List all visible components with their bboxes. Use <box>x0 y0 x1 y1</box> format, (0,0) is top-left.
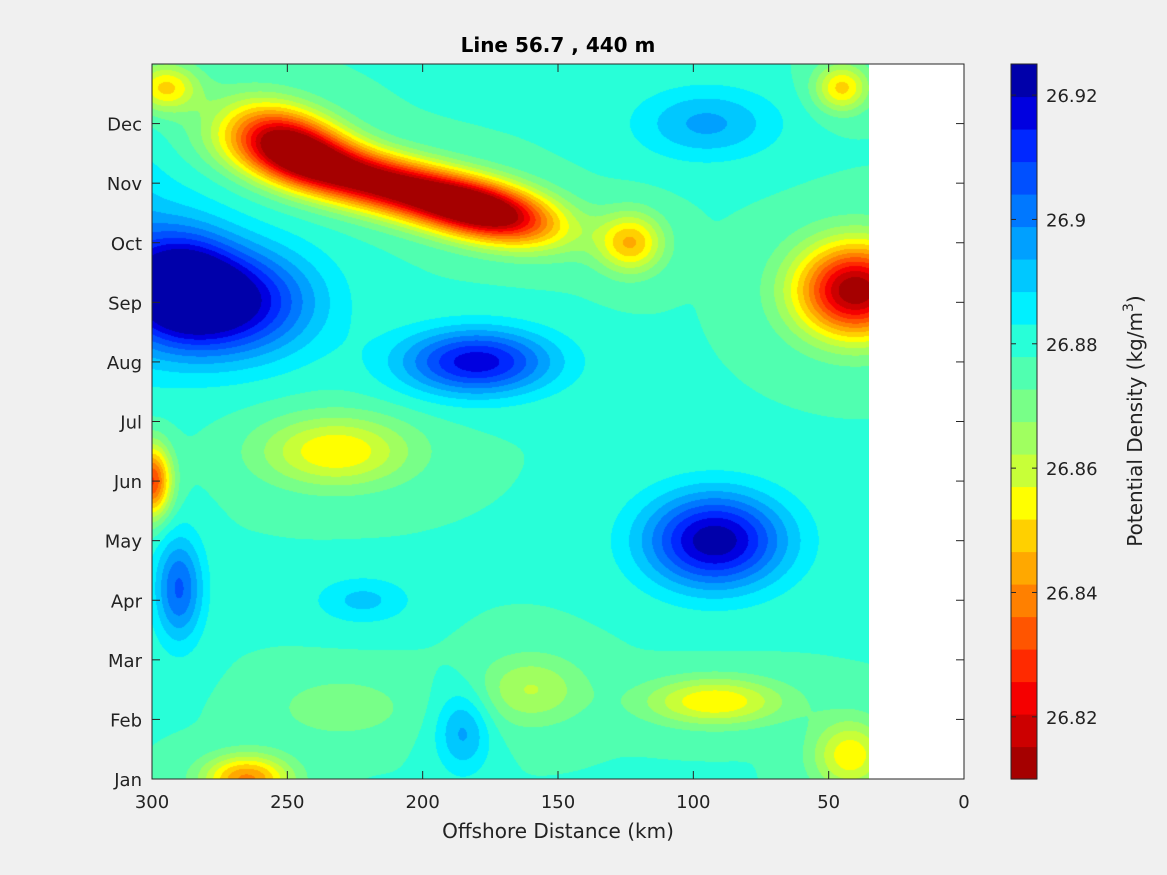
colorbar-band <box>1011 551 1037 585</box>
y-tick-label: Aug <box>107 353 142 374</box>
colorbar-bands <box>1011 64 1037 780</box>
x-tick-label: 300 <box>135 792 169 813</box>
colorbar-tick-label: 26.92 <box>1046 86 1098 107</box>
colorbar-band <box>1011 746 1037 780</box>
y-tick-label: Oct <box>111 234 142 255</box>
colorbar-box <box>1010 63 1038 780</box>
colorbar-band <box>1011 389 1037 423</box>
colorbar-band <box>1011 129 1037 163</box>
y-tick-label: Apr <box>111 591 143 612</box>
colorbar-band <box>1011 421 1037 455</box>
y-tick-label: Jul <box>119 413 142 434</box>
y-tick-label: Nov <box>107 174 142 195</box>
colorbar-band <box>1011 356 1037 390</box>
colorbar-band <box>1011 649 1037 683</box>
y-tick-label: Feb <box>110 710 142 731</box>
y-tick-label: Jun <box>113 472 142 493</box>
x-tick-label: 200 <box>405 792 439 813</box>
colorbar-tick-label: 26.88 <box>1046 335 1098 356</box>
y-tick-label: Sep <box>108 293 142 314</box>
x-tick-label: 50 <box>817 792 840 813</box>
colorbar-band <box>1011 259 1037 293</box>
colorbar-band <box>1011 226 1037 260</box>
colorbar-band <box>1011 714 1037 748</box>
colorbar-band <box>1011 194 1037 228</box>
colorbar-band <box>1011 324 1037 358</box>
colorbar-band <box>1011 64 1037 98</box>
colorbar-band <box>1011 616 1037 650</box>
plot-area <box>151 63 965 780</box>
colorbar-tick-label: 26.84 <box>1046 583 1098 604</box>
colorbar: 26.82 26.84 26.86 26.88 26.9 26.92 Potential … <box>1010 63 1147 780</box>
colorbar-band <box>1011 291 1037 325</box>
y-axis: Jan Feb Mar Apr May Jun Jul Aug Sep Oct Nov Dec <box>105 115 964 791</box>
y-tick-label: Jan <box>113 770 142 791</box>
colorbar-tick-label: 26.82 <box>1046 708 1098 729</box>
x-tick-label: 250 <box>270 792 304 813</box>
colorbar-tick-label: 26.9 <box>1046 210 1086 231</box>
x-axis: 300 250 200 150 100 50 0 <box>135 64 970 813</box>
colorbar-band <box>1011 161 1037 195</box>
x-tick-label: 100 <box>676 792 710 813</box>
x-tick-label: 0 <box>958 792 969 813</box>
colorbar-band <box>1011 96 1037 130</box>
x-tick-label: 150 <box>541 792 575 813</box>
colorbar-band <box>1011 584 1037 618</box>
colorbar-band <box>1011 681 1037 715</box>
colorbar-band <box>1011 454 1037 488</box>
colorbar-label: Potential Density (kg/m3) <box>1121 295 1147 546</box>
y-tick-label: Mar <box>108 651 143 672</box>
y-tick-label: May <box>105 532 143 553</box>
colorbar-band <box>1011 486 1037 520</box>
y-tick-label: Dec <box>107 115 142 136</box>
colorbar-band <box>1011 519 1037 553</box>
colorbar-ticks: 26.82 26.84 26.86 26.88 26.9 26.92 <box>1011 86 1098 729</box>
chart-title: Line 56.7 , 440 m <box>461 33 656 57</box>
contour-field <box>152 64 869 779</box>
x-axis-label: Offshore Distance (km) <box>442 819 674 843</box>
colorbar-tick-label: 26.86 <box>1046 459 1098 480</box>
